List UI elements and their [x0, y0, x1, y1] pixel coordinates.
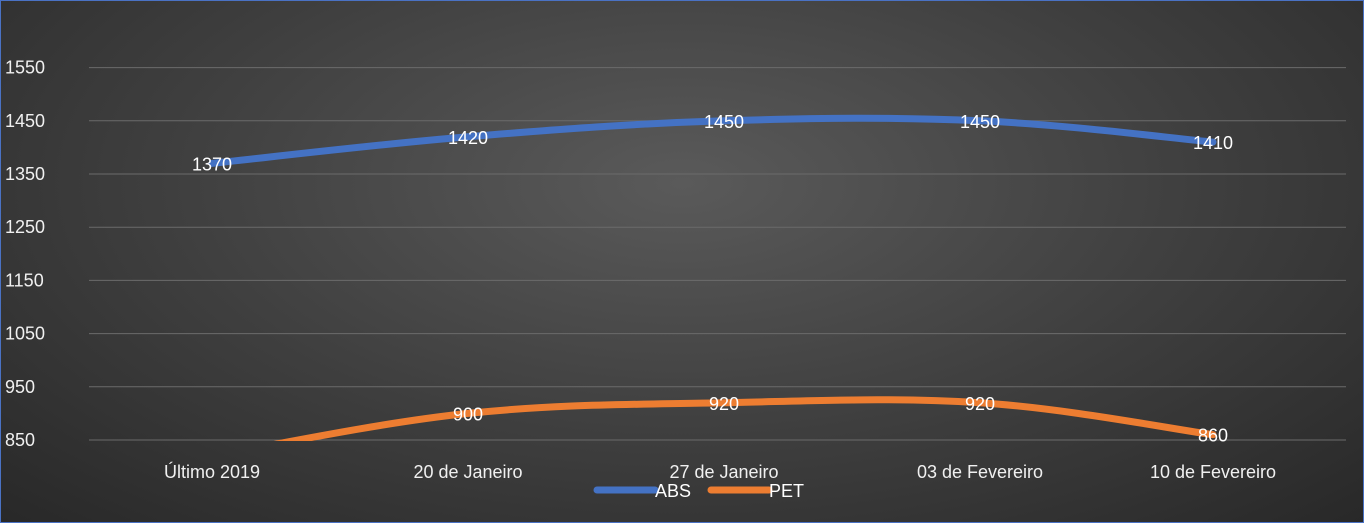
y-tick-label: 1450: [5, 111, 45, 131]
x-category-label: 20 de Janeiro: [413, 462, 522, 482]
y-tick-label: 950: [5, 377, 35, 397]
y-tick-label: 1550: [5, 58, 45, 78]
data-label: 920: [709, 394, 739, 414]
y-tick-label: 1150: [5, 270, 44, 290]
data-label: 900: [453, 404, 483, 424]
legend-label-pet: PET: [769, 481, 804, 501]
series-line-abs: [208, 114, 1217, 167]
x-category-label: 03 de Fevereiro: [917, 462, 1043, 482]
x-axis-categories: Último 2019 20 de Janeiro 27 de Janeiro 03 …: [164, 461, 1276, 482]
legend: ABS PET: [593, 481, 804, 501]
data-label: 860: [1198, 426, 1228, 446]
data-label: 1370: [192, 154, 232, 174]
y-tick-label: 1250: [5, 217, 45, 237]
data-label: 1450: [960, 112, 1000, 132]
data-label: 920: [965, 394, 995, 414]
y-tick-label: 1350: [5, 164, 45, 184]
x-category-label: 27 de Janeiro: [669, 462, 778, 482]
data-label: 1420: [448, 128, 488, 148]
y-tick-label: 850: [5, 430, 35, 450]
legend-label-abs: ABS: [655, 481, 691, 501]
data-label: 1410: [1193, 133, 1233, 153]
series-line-pet: [273, 396, 1217, 441]
series-lines: [208, 114, 1217, 441]
x-category-label: 10 de Fevereiro: [1150, 462, 1276, 482]
data-labels: 1370 1420 1450 1450 1410 900 920 920 860: [192, 112, 1233, 446]
y-tick-label: 1050: [5, 324, 45, 344]
gridlines: [89, 67, 1346, 441]
data-label: 1450: [704, 112, 744, 132]
x-category-label: Último 2019: [164, 461, 260, 482]
y-axis-ticks: 850 950 1050 1150 1250 1350 1450 1550: [5, 58, 45, 450]
